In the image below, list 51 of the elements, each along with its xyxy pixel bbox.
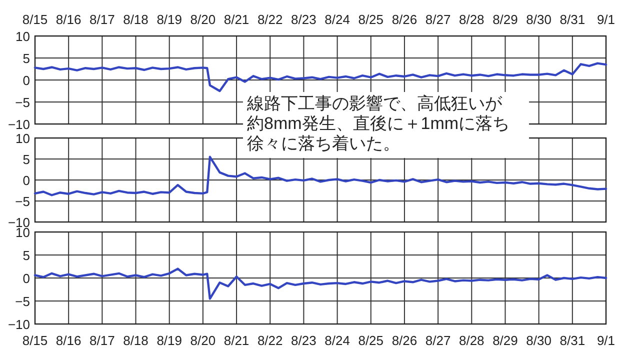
x-tick-label: 8/18: [123, 333, 148, 348]
x2-tick-label: 8/22: [257, 12, 283, 27]
y-tick-label: −5: [15, 194, 30, 209]
x2-tick-label: 8/16: [56, 12, 82, 27]
x-tick-label: 8/30: [526, 333, 552, 348]
x2-tick-label: 8/18: [123, 12, 148, 27]
x2-tick-label: 8/29: [492, 12, 518, 27]
x2-tick-label: 8/21: [224, 12, 250, 27]
y-tick-label: 0: [22, 73, 30, 88]
y-tick-label: 5: [22, 248, 30, 263]
y-tick-label: 10: [16, 131, 30, 146]
x-tick-label: 8/25: [358, 333, 384, 348]
x-tick-label: 8/24: [324, 333, 350, 348]
annotation: 線路下工事の影響で、高低狂いが約8mm発生、直後に＋1mmに落ち徐々に落ち着いた。: [246, 94, 510, 153]
y-tick-label: −10: [8, 317, 30, 332]
x-tick-label: 8/27: [425, 333, 451, 348]
x-tick-label: 8/17: [90, 333, 115, 348]
y-tick-label: 0: [22, 173, 30, 188]
x-tick-label: 8/16: [56, 333, 82, 348]
x2-tick-label: 8/19: [156, 12, 182, 27]
x2-tick-label: 9/1: [596, 12, 616, 27]
y-tick-label: −5: [15, 95, 30, 110]
x2-tick-label: 8/24: [324, 12, 350, 27]
x2-tick-label: 8/20: [190, 12, 216, 27]
x2-tick-label: 8/30: [526, 12, 552, 27]
y-tick-label: 5: [22, 51, 30, 66]
x-tick-label: 8/28: [458, 333, 484, 348]
x2-tick-label: 8/31: [560, 12, 586, 27]
y-tick-label: −5: [15, 294, 30, 309]
y-tick-label: 0: [22, 271, 30, 286]
y-tick-label: 5: [22, 152, 30, 167]
x-tick-label: 8/29: [492, 333, 518, 348]
x-tick-label: 8/21: [224, 333, 250, 348]
x2-tick-label: 8/26: [392, 12, 418, 27]
x2-tick-label: 8/23: [291, 12, 316, 27]
y-tick-label: 10: [16, 29, 30, 44]
x-tick-label: 8/31: [560, 333, 586, 348]
x-tick-label: 8/22: [257, 333, 283, 348]
x-tick-label: 9/1: [596, 333, 616, 348]
x-tick-label: 8/26: [392, 333, 418, 348]
x2-tick-label: 8/27: [425, 12, 451, 27]
x2-tick-label: 8/15: [22, 12, 48, 27]
x-tick-label: 8/20: [190, 333, 216, 348]
x-tick-label: 8/19: [156, 333, 182, 348]
annotation: 線路下工事の影響で、高低狂いが約8mm発生、直後に＋1mmに落ち徐々に落ち着いた。: [243, 92, 529, 158]
y-tick-label: −10: [8, 117, 30, 132]
x-tick-label: 8/15: [22, 333, 48, 348]
x2-tick-label: 8/25: [358, 12, 384, 27]
x-tick-label: 8/23: [291, 333, 316, 348]
x2-tick-label: 8/17: [90, 12, 115, 27]
x2-tick-label: 8/28: [458, 12, 484, 27]
